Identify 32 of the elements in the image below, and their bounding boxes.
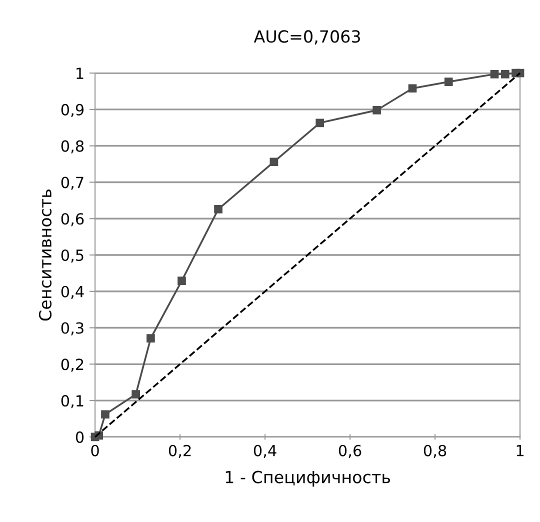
y-tick-label: 0,8	[61, 140, 84, 154]
point	[214, 204, 222, 214]
y-tick-label: 0,5	[61, 249, 84, 263]
y-tick-label: 0,3	[61, 322, 84, 336]
point	[500, 70, 510, 78]
point	[178, 276, 186, 285]
x-tick-label: 0,4	[254, 444, 276, 458]
y-tick-label: 0,1	[61, 394, 84, 408]
y-tick-label: 0,2	[61, 358, 84, 372]
x-tick-label: 0,8	[424, 444, 446, 458]
y-tick-label: 0,7	[61, 176, 84, 190]
point	[101, 410, 110, 419]
point	[372, 106, 381, 114]
x-tick-label: 0	[91, 444, 99, 456]
y-tick-label: 0,4	[61, 286, 84, 299]
x-tick-label: 0,2	[168, 444, 191, 458]
y-tick-label: 0	[76, 431, 84, 443]
y-tick-label: 0,6	[61, 213, 84, 226]
point	[146, 334, 155, 342]
y-axis-title: Сенситивность	[38, 190, 52, 321]
point	[132, 390, 140, 399]
y-tick-label: 1	[76, 68, 84, 79]
x-tick-label: 1	[516, 445, 524, 456]
x-axis-title: 1 - Специфичность	[226, 470, 390, 487]
point	[408, 84, 417, 93]
point	[444, 78, 453, 86]
point	[270, 158, 278, 166]
x-tick-label: 0,6	[338, 444, 362, 458]
chart-title: AUC=0,7063	[254, 30, 360, 44]
point	[490, 70, 499, 78]
point	[316, 118, 324, 128]
y-tick-label: 0,9	[61, 104, 84, 118]
